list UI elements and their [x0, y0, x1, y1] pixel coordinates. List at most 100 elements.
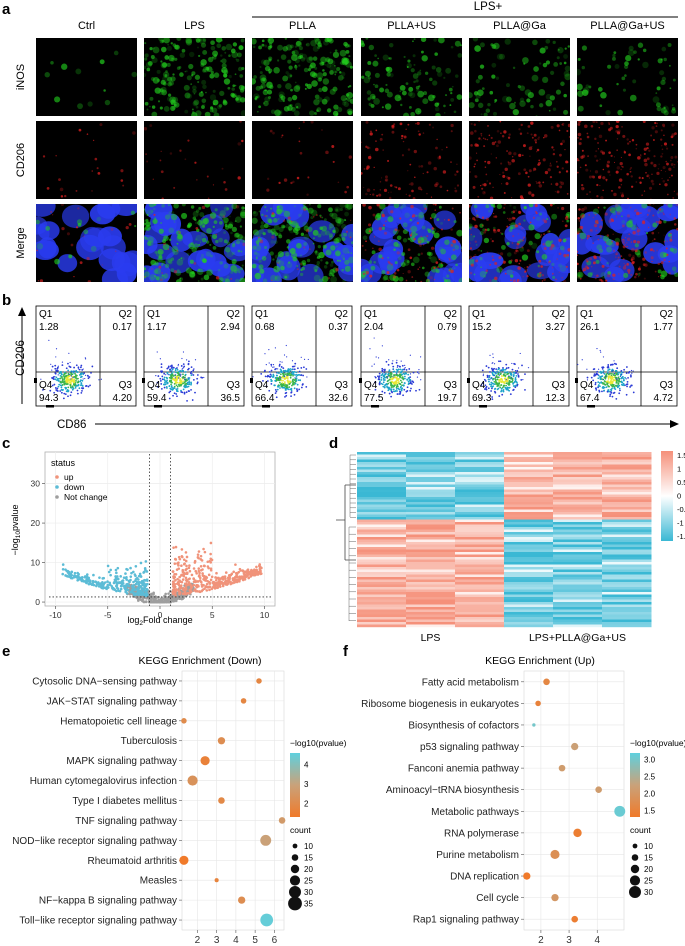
heatmap-cell	[357, 587, 407, 590]
kegg-dot	[179, 855, 189, 865]
volcano-point	[143, 586, 146, 590]
lps-plus-label: LPS+	[474, 1, 503, 13]
heatmap-cell	[357, 467, 407, 470]
heatmap-cell	[357, 569, 407, 573]
kegg-frame	[523, 670, 625, 931]
heatmap-cell	[455, 517, 505, 520]
heatmap-cell	[602, 582, 652, 585]
heatmap-cell	[553, 584, 603, 588]
row-label: Merge	[15, 227, 27, 258]
kegg-count-legend-title: count	[630, 825, 651, 835]
heatmap-cell	[504, 567, 554, 570]
volcano-point	[213, 584, 216, 588]
flow-plot: Q1 0.68 Q2 0.37 Q3 32.6 Q4 66.4	[250, 305, 353, 408]
volcano-point	[137, 582, 140, 586]
heatmap-cell	[602, 619, 652, 623]
heatmap-cell	[406, 559, 456, 563]
heatmap-cell	[504, 574, 554, 578]
kegg-pathway-label: Cytosolic DNA−sensing pathway	[32, 676, 177, 687]
quadrant-value: 1.77	[654, 322, 674, 333]
volcano-point	[109, 568, 112, 572]
quadrant-value: 1.28	[39, 322, 59, 333]
volcano-point	[180, 548, 184, 551]
heatmap-cell	[602, 524, 652, 528]
volcano-point	[180, 574, 183, 577]
volcano-point	[144, 560, 148, 563]
volcano-legend-swatch	[55, 475, 59, 479]
volcano-point	[77, 572, 80, 576]
heatmap-cell	[602, 612, 652, 615]
volcano-xtick: 10	[260, 610, 270, 620]
volcano-point	[115, 584, 118, 588]
volcano-point	[97, 585, 101, 588]
volcano-ytick: 0	[35, 597, 40, 607]
volcano-point	[247, 576, 251, 580]
volcano-point	[173, 588, 177, 591]
heatmap-cell	[455, 549, 505, 553]
flow-plot: Q1 15.2 Q2 3.27 Q3 12.3 Q4 69.3	[467, 305, 570, 408]
volcano-point	[61, 567, 65, 571]
heatmap-cell	[357, 517, 407, 520]
volcano-point	[148, 598, 152, 602]
heatmap-cell	[406, 539, 456, 543]
heatmap-cell	[357, 539, 407, 543]
kegg-count-swatch	[629, 875, 641, 886]
volcano-point	[111, 586, 114, 590]
heatmap-cell	[357, 462, 407, 465]
heatmap-cell	[455, 619, 505, 623]
heatmap-cell	[553, 537, 603, 540]
heatmap-cell	[406, 459, 456, 463]
kegg-pathway-label: Fanconi anemia pathway	[408, 764, 519, 775]
quadrant-label: Q1	[39, 309, 53, 320]
volcano-point	[174, 579, 177, 582]
volcano-point	[142, 570, 146, 574]
kegg-count-tick: 30	[304, 888, 313, 897]
kegg-dot	[181, 718, 187, 724]
heatmap-cell	[357, 494, 407, 498]
heatmap-cell	[455, 529, 505, 533]
heatmap-cell	[553, 477, 603, 480]
volcano-point	[69, 576, 73, 580]
volcano-point	[194, 580, 197, 584]
heatmap-cell	[406, 622, 456, 625]
volcano-point	[195, 590, 199, 593]
volcano-point	[137, 591, 141, 595]
heatmap-cell	[553, 542, 603, 545]
kegg-xtick: 3	[214, 935, 220, 946]
heatmap-cell	[504, 522, 554, 525]
heatmap-cell	[455, 452, 505, 455]
volcano-point	[201, 572, 204, 575]
heatmap-cell	[553, 552, 603, 555]
heatmap-cell	[602, 559, 652, 563]
heatmap-cell	[602, 624, 652, 628]
heatmap-cell	[406, 572, 456, 575]
volcano-point	[209, 578, 213, 582]
kegg-count-swatch	[629, 886, 641, 898]
heatmap-cell	[553, 544, 603, 548]
heatmap-cell	[602, 529, 652, 533]
micrograph-tile	[577, 38, 678, 116]
heatmap-cell	[357, 474, 407, 478]
heatmap-cell	[357, 562, 407, 565]
heatmap-cell	[406, 532, 456, 535]
heatmap-cell	[357, 612, 407, 615]
heatmap-cell	[455, 519, 505, 523]
heatmap-cell	[602, 519, 652, 523]
heatmap-cell	[357, 582, 407, 585]
heatmap-cell	[553, 614, 603, 618]
quadrant-label: Q1	[364, 309, 378, 320]
quadrant-label: Q1	[255, 309, 269, 320]
heatmap-cell	[455, 502, 505, 505]
heatmap-cell	[455, 479, 505, 483]
heatmap-cell	[602, 602, 652, 605]
kegg-colorbar-tick: 3	[304, 780, 309, 789]
quadrant-value: 2.04	[364, 322, 384, 333]
heatmap-cell	[504, 557, 554, 560]
volcano-point	[216, 586, 220, 589]
column-label: PLLA@Ga+US	[590, 20, 664, 32]
heatmap-cell	[357, 607, 407, 610]
volcano-point	[112, 581, 116, 585]
volcano-point	[85, 573, 89, 576]
volcano-point	[173, 562, 177, 565]
